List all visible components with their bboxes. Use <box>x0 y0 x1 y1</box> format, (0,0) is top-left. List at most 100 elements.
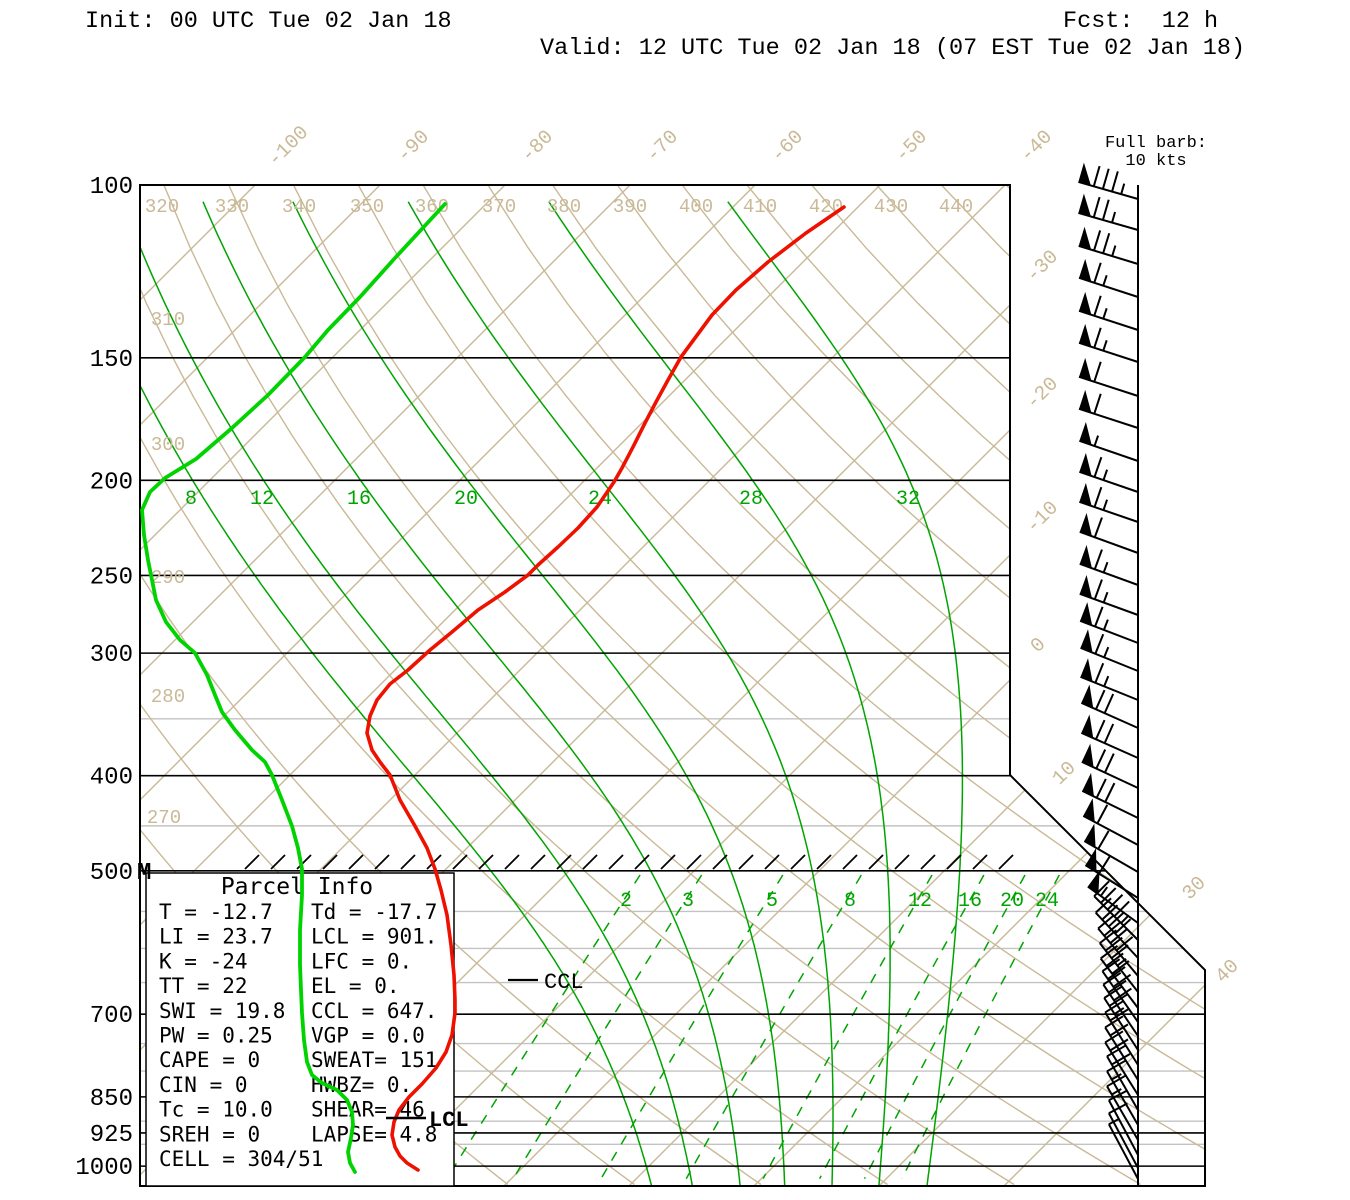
wind-barb-half <box>1099 886 1109 897</box>
wind-barb-full <box>1093 549 1103 570</box>
wind-barb-pennant <box>1079 389 1092 413</box>
wind-barb <box>1079 602 1139 644</box>
hatch-tick <box>946 854 962 870</box>
wind-barb <box>1080 629 1139 672</box>
isotherm-20c <box>753 185 1205 1186</box>
wind-barb-pennant <box>1079 258 1092 282</box>
wind-barb-full <box>1108 1102 1128 1115</box>
wind-barb-full <box>1095 897 1112 914</box>
moist-adiabat-label-32: 32 <box>896 488 920 511</box>
wind-barb-shaft <box>1078 211 1139 231</box>
wind-barb <box>1078 258 1139 298</box>
mixing-ratio-line-20 <box>863 874 1026 1180</box>
wind-barb-shaft <box>1078 276 1139 298</box>
wind-barb <box>1103 985 1139 1051</box>
wind-barb-half <box>1102 274 1108 287</box>
hatch-tick <box>322 854 338 870</box>
parcel-row-right: LCL = 901. <box>311 925 437 949</box>
wind-barb <box>1108 1089 1139 1156</box>
mixing-ratio-line-12 <box>762 874 933 1180</box>
dry-adiabat-label-320: 320 <box>145 196 179 218</box>
isotherm-label-right-40: 40 <box>1211 955 1244 988</box>
hatch-tick <box>556 854 572 870</box>
isotherm-label-right--20: -20 <box>1022 373 1064 415</box>
parcel-info-box: Parcel Info T = -12.7LI = 23.7K = -24TT … <box>145 872 455 1187</box>
wind-barb <box>1106 1074 1139 1141</box>
wind-barb-full <box>1107 911 1125 928</box>
parcel-row-right: LFC = 0. <box>311 949 412 973</box>
wind-barb-half <box>1108 1118 1120 1126</box>
wind-barb-shaft <box>1078 244 1139 265</box>
wind-barb-shaft <box>1081 789 1139 819</box>
pressure-label-850: 850 <box>90 1086 133 1113</box>
dry-adiabat-label-430: 430 <box>874 196 908 218</box>
wind-barb <box>1081 743 1139 789</box>
plot-outline <box>139 184 1206 1187</box>
wind-barb-full <box>1095 778 1107 799</box>
wind-barb-shaft <box>1104 1026 1139 1081</box>
hatch-tick <box>270 854 286 870</box>
wind-barb-shaft <box>1104 1041 1139 1096</box>
moist-adiabat-label-8: 8 <box>185 488 197 511</box>
moist-adiabat-20 <box>292 201 786 1186</box>
wind-barb <box>1083 823 1139 873</box>
hatch-tick <box>634 854 650 870</box>
mixing-ratio-line-8 <box>685 874 862 1180</box>
wind-barb <box>1080 658 1139 701</box>
hatch-tick <box>478 854 494 870</box>
wind-barb <box>1078 162 1139 200</box>
wind-barb-full <box>1093 361 1102 383</box>
isotherm--90c <box>140 185 381 1186</box>
wind-barb-full <box>1093 295 1102 317</box>
hatch-tick <box>582 854 598 870</box>
wind-barb-full <box>1093 456 1103 478</box>
pressure-label-150: 150 <box>90 347 133 374</box>
wind-barb-pennant <box>1079 421 1092 446</box>
dry-adiabat-label-390: 390 <box>613 196 647 218</box>
wind-barb <box>1106 1044 1139 1111</box>
wind-barb-full <box>1093 880 1110 897</box>
hatch-tick <box>738 854 754 870</box>
wind-barb-pennant <box>1081 684 1094 709</box>
isotherm-label-right-10: 10 <box>1048 757 1081 790</box>
wind-barb-full <box>1097 914 1115 930</box>
mixing-ratio-label-24: 24 <box>1035 890 1059 913</box>
wind-barb-full <box>1093 517 1103 538</box>
parcel-row-right: SWEAT= 151 <box>311 1048 437 1072</box>
wind-barb-full <box>1103 723 1115 744</box>
wind-barb-pennant <box>1079 513 1092 537</box>
isotherm--110c <box>0 185 130 1186</box>
wind-barb-full <box>1103 921 1121 937</box>
dry-adiabat-label-370: 370 <box>482 196 516 218</box>
wind-barb <box>1078 357 1139 397</box>
pressure-label-400: 400 <box>90 765 133 792</box>
isotherm--60c <box>140 185 756 1186</box>
wind-barb-half <box>1114 1007 1125 1015</box>
wind-barb-full <box>1101 904 1119 921</box>
wind-barb-full <box>1094 662 1105 684</box>
wind-barb <box>1106 1059 1139 1126</box>
hatch-tick <box>972 854 988 870</box>
wind-barb-full <box>1093 327 1102 349</box>
wind-barb-full <box>1109 928 1128 944</box>
wind-barb-full <box>1106 894 1124 911</box>
hatch-tick <box>530 854 546 870</box>
dry-adiabat-350k <box>357 185 1205 1186</box>
wind-barb-full <box>1109 1038 1129 1052</box>
wind-barb <box>1079 575 1139 616</box>
isotherm-label-top--60: -60 <box>767 126 809 168</box>
wind-barb-pennant <box>1079 545 1092 569</box>
wind-barb-pennant <box>1079 323 1092 347</box>
dry-adiabat-label-270: 270 <box>147 807 181 829</box>
wind-barb-full <box>1093 486 1103 508</box>
wind-barb-full <box>1100 945 1119 960</box>
dry-adiabat-370k <box>487 185 1205 1186</box>
mixing-ratio-label-16: 16 <box>958 890 982 913</box>
wind-barb <box>1078 193 1139 231</box>
wind-barb-pennant <box>1081 714 1094 739</box>
forecast-hour-text: Fcst: 12 h <box>1063 8 1218 35</box>
isotherm--10c <box>378 185 1205 1186</box>
dry-adiabat-360k <box>422 185 1205 1186</box>
wind-barb-full <box>1094 633 1105 655</box>
